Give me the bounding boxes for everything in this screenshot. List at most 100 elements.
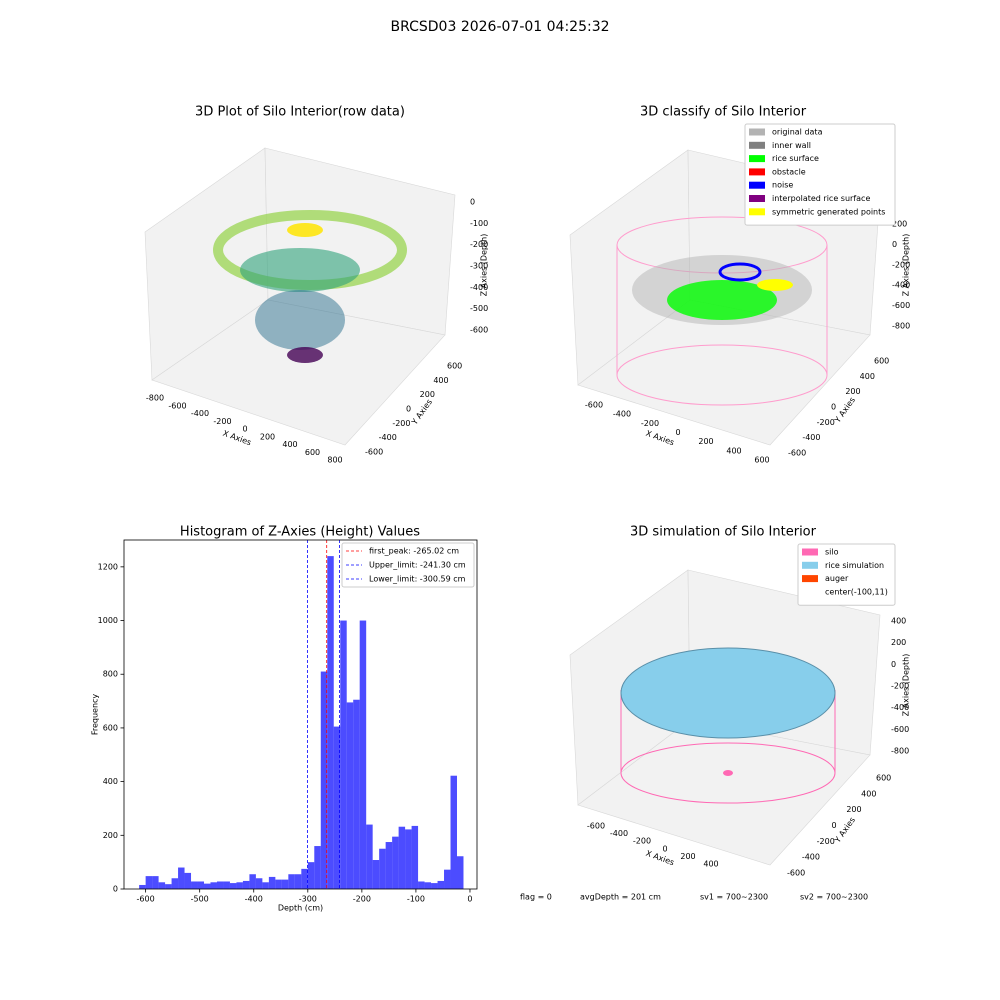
bar: [431, 883, 438, 889]
legend-box: [341, 542, 475, 588]
z-tick-label: -400: [470, 283, 488, 292]
y-tick-label: 600: [447, 362, 462, 371]
figure-title: BRCSD03 2026-07-01 04:25:32: [390, 19, 609, 35]
axis-label: Y Axies: [409, 398, 434, 428]
legend-label: silo: [825, 548, 839, 557]
bar: [145, 876, 153, 889]
bar: [346, 702, 354, 889]
x-tick-label: 0: [242, 425, 247, 434]
x-tick-label: 200: [680, 852, 695, 861]
z-tick-label: -200: [470, 240, 488, 249]
x-tick-label: 600: [754, 456, 769, 465]
bar: [372, 860, 380, 889]
legend-label: Upper_limit: -241.30 cm: [369, 561, 466, 570]
bar: [411, 825, 419, 889]
y-tick-label: 200: [103, 831, 118, 840]
axis-label: X Axies: [645, 849, 676, 868]
axis-label: Y Axies: [832, 816, 857, 846]
bar: [379, 848, 386, 889]
x-tick-label: -600: [168, 401, 186, 410]
y-tick-label: -200: [817, 418, 835, 427]
z-tick-label: -300: [470, 262, 488, 271]
y-tick-label: -400: [802, 433, 820, 442]
legend-label: rice surface: [772, 154, 819, 163]
x-tick-label: -600: [585, 401, 603, 410]
y-tick-label: 400: [433, 376, 448, 385]
bar: [184, 872, 192, 889]
z-tick-label: -600: [470, 326, 488, 335]
axis-label: X Axies: [645, 429, 676, 448]
z-tick-label: -100: [470, 219, 488, 228]
bar: [314, 846, 321, 889]
chart-title: Histogram of Z-Axies (Height) Values: [180, 525, 420, 540]
x-tick-label: 800: [327, 456, 342, 465]
legend-label: symmetric generated points: [772, 207, 885, 216]
y-tick-label: -200: [817, 837, 835, 846]
legend-label: first_peak: -265.02 cm: [369, 547, 459, 556]
bar: [152, 876, 159, 889]
bar: [398, 826, 406, 889]
z-tick-label: 200: [892, 220, 907, 229]
bar: [281, 879, 289, 889]
bar: [444, 869, 451, 889]
z-tick-label: -600: [892, 301, 910, 310]
y-tick-label: -600: [365, 448, 383, 457]
status-text: avgDepth = 201 cm: [580, 893, 661, 902]
axis-label: Z Axies (Depth): [480, 234, 489, 297]
bar: [456, 856, 464, 889]
legend-label: interpolated rice surface: [772, 194, 870, 203]
axis-label: Y Axies: [832, 396, 857, 426]
x-tick-label: 200: [260, 432, 275, 441]
x-tick-label: -500: [191, 895, 209, 904]
bar: [353, 699, 360, 889]
decor-4: [569, 569, 881, 866]
x-tick-label: -600: [137, 895, 155, 904]
status-text: flag = 0: [520, 893, 552, 902]
bar: [301, 868, 308, 889]
chart-title: 3D simulation of Silo Interior: [630, 525, 817, 540]
y-tick-label: 200: [845, 387, 860, 396]
bar: [216, 881, 224, 889]
x-tick-label: -100: [407, 895, 425, 904]
y-tick-label: 600: [103, 723, 118, 732]
axis-label: Z Axies (Depth): [902, 234, 911, 297]
bar: [268, 876, 276, 889]
bar: [385, 842, 393, 889]
z-tick-label: 0: [892, 240, 897, 249]
bar: [392, 836, 399, 889]
x-tick-label: 400: [726, 446, 741, 455]
legend-swatch: [749, 168, 765, 176]
bar: [223, 881, 230, 889]
y-tick-label: -400: [802, 853, 820, 862]
bar: [242, 880, 250, 889]
bar: [255, 878, 263, 889]
x-tick-label: 200: [698, 437, 713, 446]
bar: [236, 882, 243, 889]
legend-swatch: [749, 208, 765, 216]
x-tick-label: -400: [191, 409, 209, 418]
legend-label: noise: [772, 181, 793, 190]
chart-title: 3D Plot of Silo Interior(row data): [195, 105, 405, 120]
bar: [191, 881, 198, 889]
bar: [262, 882, 269, 889]
legend-label: auger: [825, 574, 849, 583]
bar: [178, 867, 185, 889]
x-tick-label: 0: [467, 895, 472, 904]
z-tick-label: 200: [891, 638, 906, 647]
legend-swatch: [802, 575, 818, 583]
x-tick-label: -200: [633, 837, 651, 846]
legend-label: inner wall: [772, 141, 811, 150]
bar: [320, 671, 328, 889]
z-tick-label: 0: [891, 660, 896, 669]
x-tick-label: 0: [675, 428, 680, 437]
y-tick-label: -400: [379, 433, 397, 442]
bar: [327, 556, 334, 889]
legend-label: original data: [772, 128, 823, 137]
bar: [294, 874, 302, 889]
z-tick-label: -500: [470, 304, 488, 313]
y-tick-label: 0: [406, 405, 411, 414]
bar: [450, 775, 457, 889]
y-tick-label: 400: [103, 777, 118, 786]
x-axis-label: Depth (cm): [278, 904, 323, 913]
